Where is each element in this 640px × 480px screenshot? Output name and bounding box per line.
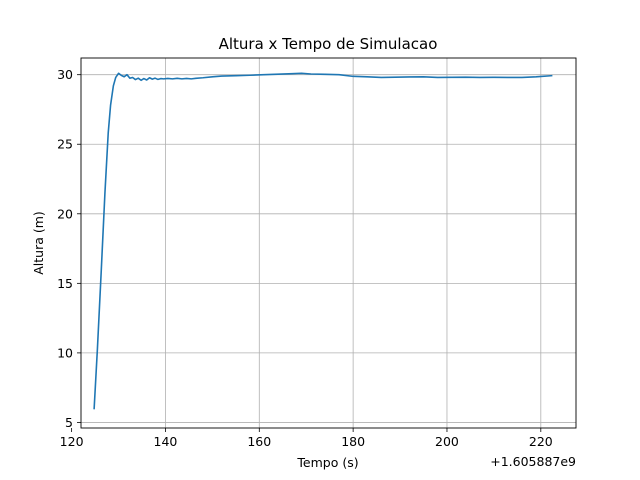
plot-series: [93, 72, 553, 410]
chart-title: Altura x Tempo de Simulacao: [219, 35, 438, 53]
series-line-altura: [93, 72, 553, 410]
y-tick-label: 25: [57, 137, 73, 152]
y-tick-label: 30: [57, 67, 73, 82]
plot-frame: [80, 57, 577, 429]
grid: [81, 58, 576, 428]
y-tick-label: 15: [57, 276, 73, 291]
x-axis-label: Tempo (s): [296, 455, 358, 470]
x-tick-label: 220: [529, 434, 553, 449]
x-tick-label: 160: [247, 434, 271, 449]
y-tick-label: 5: [65, 415, 73, 430]
y-tick-label: 10: [57, 345, 73, 360]
x-offset-label: +1.605887e9: [490, 454, 576, 469]
x-tick-label: 120: [60, 434, 84, 449]
y-tick-label: 20: [57, 206, 73, 221]
x-tick-label: 140: [154, 434, 178, 449]
axis-ticks: 120 140 160 180 200 220 5 10 15 20 25 30: [57, 67, 553, 449]
x-tick-label: 180: [341, 434, 365, 449]
x-tick-label: 200: [435, 434, 459, 449]
y-axis-label: Altura (m): [31, 211, 46, 275]
